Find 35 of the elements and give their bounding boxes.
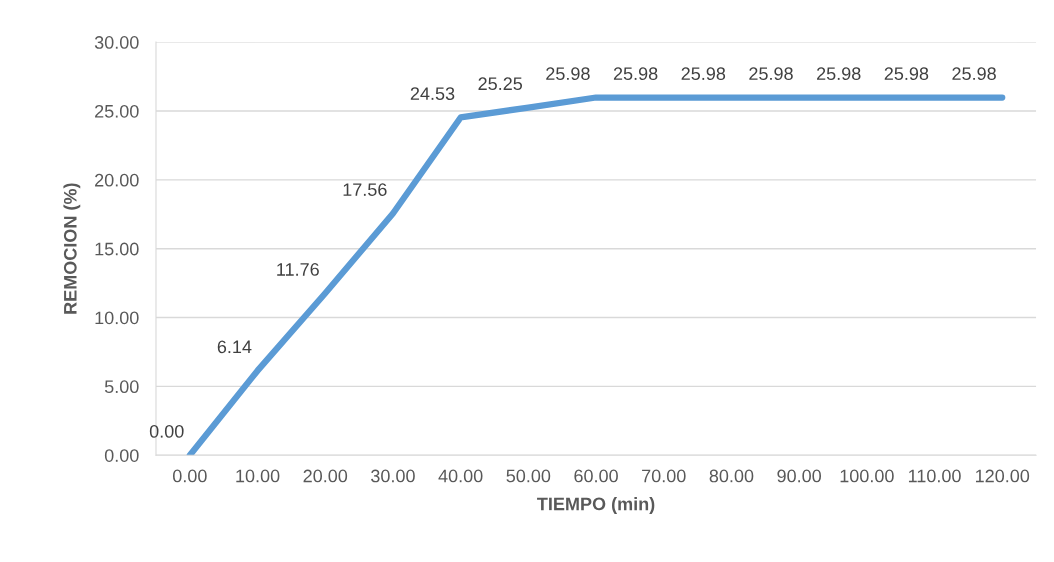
y-tick-label: 5.00: [104, 380, 139, 394]
data-label: 24.53: [410, 87, 455, 101]
x-tick-label: 80.00: [709, 469, 754, 483]
x-axis-title: TIEMPO (min): [537, 497, 655, 514]
data-label: 25.98: [749, 67, 793, 81]
data-label: 11.76: [277, 263, 319, 276]
data-label: 25.25: [478, 77, 523, 91]
x-tick-label: 120.00: [976, 469, 1030, 483]
x-tick-label: 90.00: [777, 469, 822, 483]
data-label: 25.98: [817, 67, 861, 81]
data-label: 25.98: [546, 67, 590, 81]
y-tick-label: 15.00: [95, 242, 139, 256]
x-tick-label: 60.00: [574, 469, 618, 483]
data-label: 25.98: [952, 67, 996, 81]
y-tick-label: 0.00: [104, 449, 139, 462]
data-label: 0.00: [149, 424, 184, 438]
y-tick-label: 25.00: [95, 104, 139, 118]
data-label: 6.14: [217, 340, 252, 354]
data-label: 25.98: [681, 67, 726, 81]
x-tick-label: 70.00: [642, 469, 686, 483]
x-tick-label: 30.00: [371, 469, 415, 483]
y-axis-title: REMOCION (%): [63, 183, 81, 314]
data-label: 17.56: [343, 183, 387, 196]
data-label: 25.98: [884, 67, 929, 81]
x-tick-label: 50.00: [506, 469, 551, 483]
x-tick-label: 40.00: [438, 469, 483, 483]
x-tick-label: 10.00: [236, 469, 280, 483]
x-tick-label: 100.00: [840, 469, 894, 483]
x-tick-label: 20.00: [303, 469, 348, 483]
data-label: 25.98: [613, 67, 658, 81]
y-tick-label: 20.00: [95, 173, 139, 187]
x-tick-label: 110.00: [908, 469, 961, 483]
y-tick-label: 30.00: [94, 36, 139, 49]
y-tick-label: 10.00: [95, 311, 139, 325]
x-tick-label: 0.00: [172, 469, 207, 483]
